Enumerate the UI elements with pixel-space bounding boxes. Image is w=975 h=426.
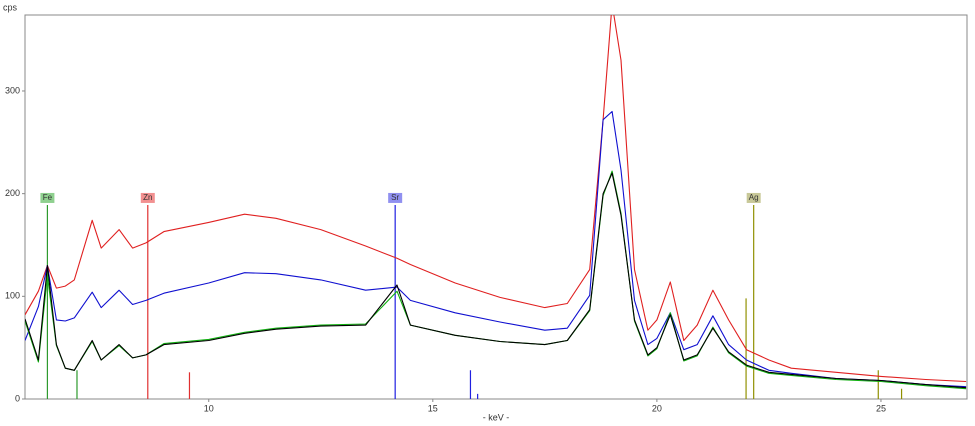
spectrum-line [25,15,967,383]
plot-frame [24,14,968,400]
marker-label-text: Zn [143,193,152,202]
spectrum-line [25,170,967,390]
marker-label-text: Ag [749,193,759,202]
marker-label: Zn [140,192,155,203]
marker-label: Ag [746,192,761,203]
y-axis-label: cps [3,2,18,12]
x-tick-label: 15 [428,403,438,413]
marker-label-bg [388,192,403,203]
y-tick-label: 200 [5,188,20,198]
marker-label-text: Sr [391,193,399,202]
marker-label-bg [40,192,55,203]
y-tick-label: 100 [5,291,20,301]
x-axis-label: - keV - [483,412,510,422]
spectrum-line [25,172,967,389]
marker-label-bg [140,192,155,203]
marker-label: Sr [388,192,403,203]
x-tick-label: 10 [204,403,214,413]
y-tick-label: 0 [15,393,20,403]
marker-label-text: Fe [43,193,53,202]
x-tick-label: 20 [652,403,662,413]
marker-label-bg [746,192,761,203]
y-tick-label: 300 [5,85,20,95]
x-tick-label: 25 [876,403,886,413]
marker-label: Fe [40,192,55,203]
spectrum-line [25,110,967,388]
plot-area [25,15,967,399]
